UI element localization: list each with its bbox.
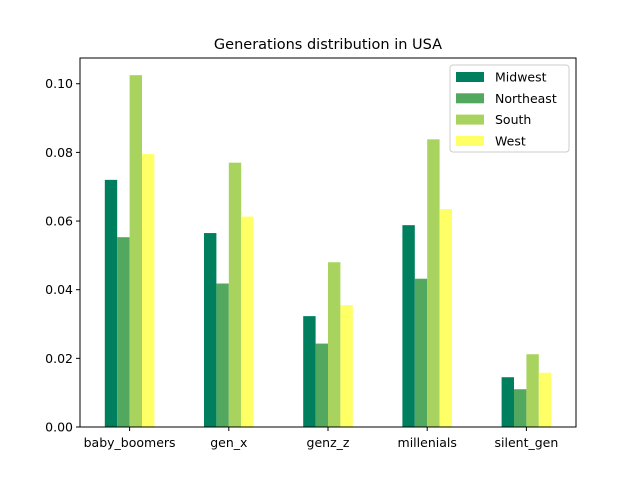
- legend-swatch: [456, 135, 484, 146]
- bar: [204, 233, 217, 427]
- bar: [340, 305, 353, 427]
- chart-title: Generations distribution in USA: [214, 37, 442, 53]
- y-tick-label: 0.06: [45, 214, 73, 229]
- legend-label: West: [495, 133, 526, 148]
- bar: [501, 377, 514, 427]
- y-tick-label: 0.04: [45, 282, 73, 297]
- bar: [303, 316, 316, 427]
- bar: [104, 179, 118, 427]
- bar: [216, 283, 229, 427]
- bar: [117, 237, 130, 427]
- x-tick-label: silent_gen: [495, 435, 559, 450]
- bar: [129, 75, 142, 427]
- bars-layer: [104, 75, 552, 428]
- x-tick-label: millenials: [398, 435, 457, 450]
- legend-label: Midwest: [495, 70, 547, 85]
- bar: [228, 162, 242, 427]
- legend-swatch: [456, 93, 484, 104]
- y-tick-label: 0.08: [45, 145, 73, 160]
- bar: [538, 372, 552, 427]
- x-tick-label: baby_boomers: [84, 435, 176, 450]
- bar: [241, 216, 254, 427]
- legend-swatch: [456, 72, 484, 82]
- y-tick-label: 0.02: [45, 351, 73, 366]
- legend-box: [449, 64, 570, 153]
- bar: [142, 154, 155, 428]
- x-tick-label: gen_x: [210, 435, 247, 450]
- legend-label: South: [495, 112, 531, 127]
- bar: [526, 354, 539, 427]
- y-tick-label: 0.10: [45, 76, 73, 91]
- legend-swatch: [456, 114, 484, 125]
- bar: [328, 262, 341, 427]
- bar: [402, 225, 415, 427]
- legend-label: Northeast: [495, 91, 557, 106]
- bar: [315, 343, 328, 427]
- bar: [414, 278, 428, 427]
- x-tick-label: genz_z: [307, 435, 350, 450]
- bar: [427, 139, 440, 427]
- axes-layer: 0.00 0.02 0.04 0.06 0.08 0.10 baby_boomers gen_…: [45, 57, 577, 450]
- bar: [514, 389, 527, 427]
- y-tick-label: 0.00: [45, 420, 73, 435]
- legend: Midwest Northeast South West: [449, 64, 570, 153]
- bar: [439, 209, 452, 427]
